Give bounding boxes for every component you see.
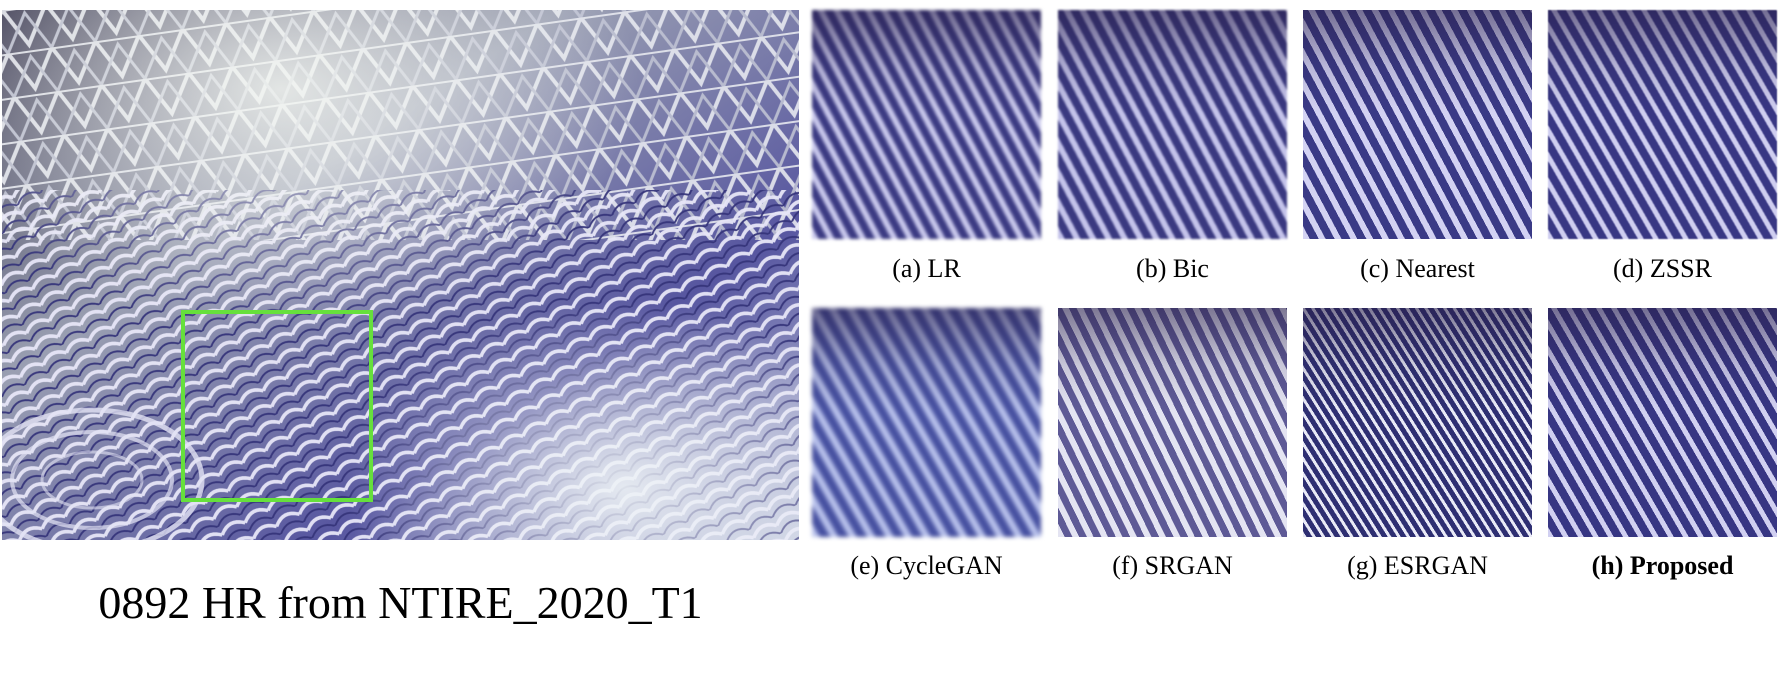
panel-nearest-image: [1303, 10, 1532, 239]
panel-cyclegan-image: [812, 308, 1041, 537]
panel-lr-caption: (a) LR: [892, 254, 961, 283]
panel-zssr-image: [1548, 10, 1777, 239]
panel-nearest-caption: (c) Nearest: [1360, 254, 1475, 283]
panel-proposed-caption: (h) Proposed: [1591, 551, 1734, 580]
panel-esrgan-image: [1303, 308, 1532, 537]
panel-lr-image: [812, 10, 1041, 239]
panel-bic-caption: (b) Bic: [1136, 254, 1209, 283]
highlight-box: [181, 310, 373, 502]
hr-roof-photo: [2, 10, 799, 540]
panel-cyclegan-caption: (e) CycleGAN: [850, 551, 1003, 580]
panel-esrgan-caption: (g) ESRGAN: [1347, 551, 1488, 580]
hr-image: [2, 10, 799, 540]
hr-caption: 0892 HR from NTIRE_2020_T1: [98, 577, 703, 628]
panel-zssr-caption: (d) ZSSR: [1613, 254, 1712, 283]
panel-srgan-image: [1058, 308, 1287, 537]
panel-srgan-caption: (f) SRGAN: [1112, 551, 1233, 580]
panel-bic-image: [1058, 10, 1287, 239]
panel-proposed-image: [1548, 308, 1777, 537]
